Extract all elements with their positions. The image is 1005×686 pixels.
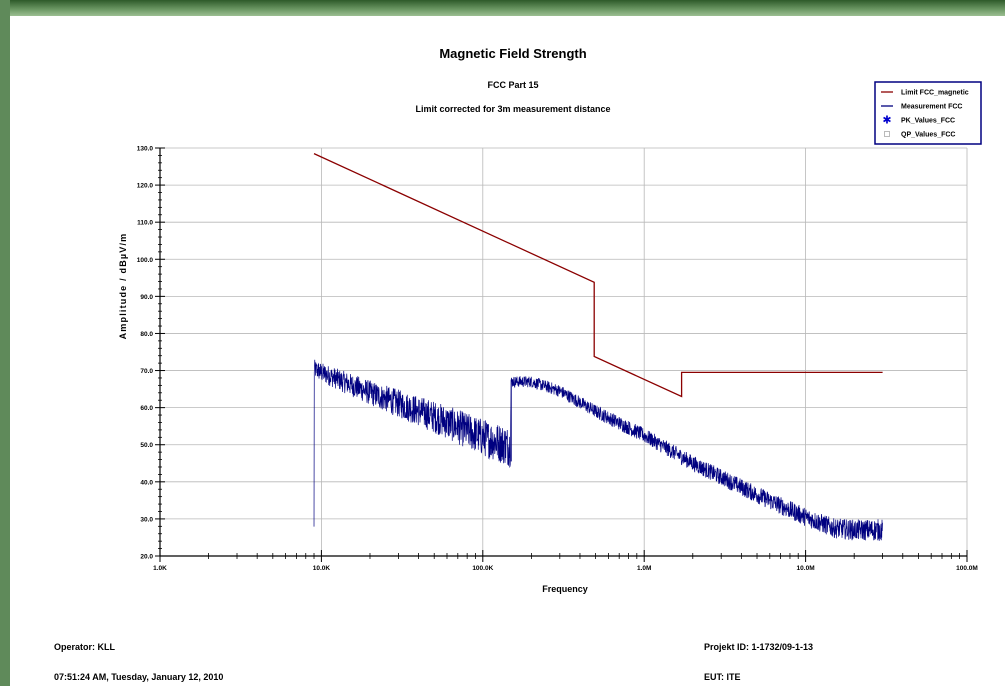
operator-label: Operator: KLL <box>54 642 116 652</box>
x-tick-label: 10.0M <box>797 565 815 572</box>
legend: Limit FCC_magnetic Measurement FCC ✱ PK_Val… <box>874 81 982 145</box>
report-page: Magnetic Field Strength FCC Part 15 Limi… <box>10 16 1005 686</box>
x-tick-label: 10.0K <box>313 565 331 572</box>
series-limit-line <box>313 153 883 398</box>
grid <box>159 147 968 557</box>
timestamp-label: 07:51:24 AM, Tuesday, January 12, 2010 <box>54 672 224 682</box>
x-axis-label: Frequency <box>542 584 588 594</box>
legend-label: Measurement FCC <box>901 104 962 111</box>
window-left-border <box>0 0 10 686</box>
x-tick-label: 100.0M <box>956 565 978 572</box>
series-layer <box>313 153 883 541</box>
y-tick-label: 30.0 <box>140 516 153 523</box>
y-tick-label: 100.0 <box>137 257 154 264</box>
legend-swatch-asterisk: ✱ <box>882 115 891 127</box>
window-top-border <box>0 0 1005 16</box>
x-tick-label: 1.0K <box>153 565 167 572</box>
y-tick-label: 40.0 <box>140 479 153 486</box>
axes: 20.0 30.0 40.0 50.0 60.0 70.0 80.0 90.0 100.0 110… <box>137 146 978 573</box>
legend-label: PK_Values_FCC <box>901 118 955 125</box>
chart-subtitle: FCC Part 15 <box>487 80 538 90</box>
project-id-label: Projekt ID: 1-1732/09-1-13 <box>704 642 814 652</box>
y-axis-label: Amplitude / dBµV/m <box>118 233 128 340</box>
y-tick-label: 20.0 <box>140 554 153 561</box>
y-tick-label: 90.0 <box>140 294 153 301</box>
chart: Magnetic Field Strength FCC Part 15 Limi… <box>118 46 982 594</box>
eut-label: EUT: ITE <box>704 672 741 682</box>
y-tick-label: 70.0 <box>140 368 153 375</box>
series-measurement-line <box>313 359 883 541</box>
chart-title: Magnetic Field Strength <box>439 46 586 61</box>
chart-subtitle-2: Limit corrected for 3m measurement dista… <box>415 104 610 114</box>
x-tick-label: 1.0M <box>637 565 651 572</box>
legend-label: QP_Values_FCC <box>901 132 955 139</box>
legend-swatch-square <box>884 131 890 137</box>
x-tick-label: 100.0K <box>472 565 493 572</box>
y-tick-label: 110.0 <box>137 220 153 227</box>
y-tick-label: 120.0 <box>137 183 154 190</box>
y-tick-label: 50.0 <box>140 442 153 449</box>
y-tick-label: 60.0 <box>140 405 153 412</box>
legend-label: Limit FCC_magnetic <box>901 90 969 97</box>
y-tick-label: 130.0 <box>137 146 154 153</box>
y-tick-label: 80.0 <box>140 331 153 338</box>
